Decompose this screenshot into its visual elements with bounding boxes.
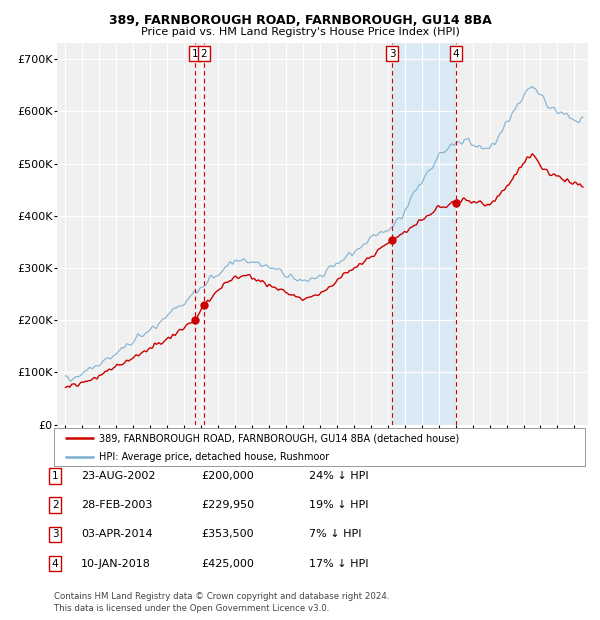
Text: 3: 3 [389, 49, 395, 59]
Text: Contains HM Land Registry data © Crown copyright and database right 2024.: Contains HM Land Registry data © Crown c… [54, 592, 389, 601]
Text: 19% ↓ HPI: 19% ↓ HPI [309, 500, 368, 510]
Text: 10-JAN-2018: 10-JAN-2018 [81, 559, 151, 569]
Text: This data is licensed under the Open Government Licence v3.0.: This data is licensed under the Open Gov… [54, 604, 329, 613]
Text: 7% ↓ HPI: 7% ↓ HPI [309, 529, 361, 539]
Text: 03-APR-2014: 03-APR-2014 [81, 529, 152, 539]
Bar [392, 43, 456, 425]
Text: £353,500: £353,500 [201, 529, 254, 539]
Text: Price paid vs. HM Land Registry's House Price Index (HPI): Price paid vs. HM Land Registry's House … [140, 27, 460, 37]
Text: 2: 2 [200, 49, 207, 59]
Text: 1: 1 [192, 49, 199, 59]
Text: £200,000: £200,000 [201, 471, 254, 481]
Text: £425,000: £425,000 [201, 559, 254, 569]
Text: 17% ↓ HPI: 17% ↓ HPI [309, 559, 368, 569]
Text: 389, FARNBOROUGH ROAD, FARNBOROUGH, GU14 8BA: 389, FARNBOROUGH ROAD, FARNBOROUGH, GU14… [109, 14, 491, 27]
Text: 23-AUG-2002: 23-AUG-2002 [81, 471, 155, 481]
Text: 1: 1 [52, 471, 59, 481]
Text: £229,950: £229,950 [201, 500, 254, 510]
Text: 4: 4 [52, 559, 59, 569]
Text: 28-FEB-2003: 28-FEB-2003 [81, 500, 152, 510]
Text: 2: 2 [52, 500, 59, 510]
Text: 4: 4 [453, 49, 460, 59]
Text: 3: 3 [52, 529, 59, 539]
Text: 389, FARNBOROUGH ROAD, FARNBOROUGH, GU14 8BA (detached house): 389, FARNBOROUGH ROAD, FARNBOROUGH, GU14… [99, 433, 460, 443]
Text: HPI: Average price, detached house, Rushmoor: HPI: Average price, detached house, Rush… [99, 451, 329, 462]
Text: 24% ↓ HPI: 24% ↓ HPI [309, 471, 368, 481]
